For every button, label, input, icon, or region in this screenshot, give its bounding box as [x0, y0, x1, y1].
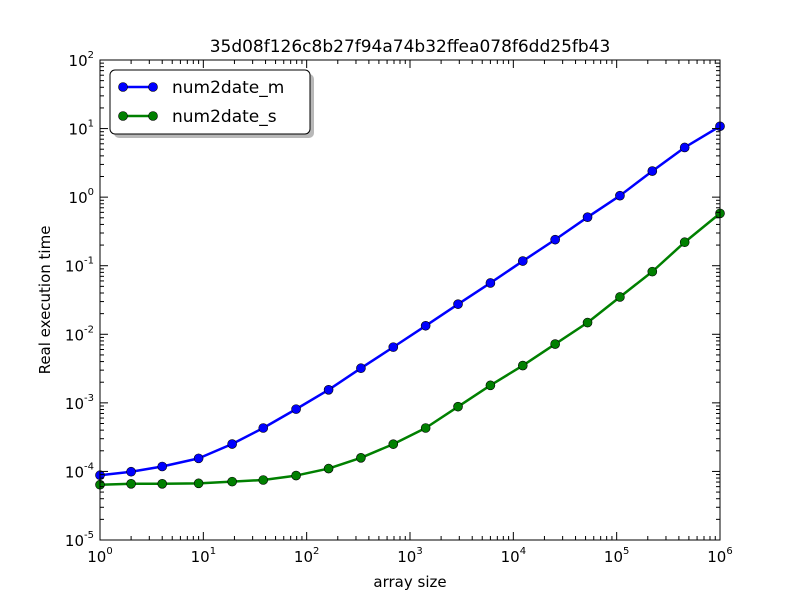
data-point-num2date_m	[485, 278, 496, 288]
x-tick-base: 10	[191, 548, 210, 566]
data-point-num2date_m	[126, 466, 136, 477]
y-tick-exponent: -3	[84, 393, 94, 404]
data-point-num2date_s	[356, 453, 366, 463]
x-tick-label: 102	[294, 546, 319, 566]
y-tick-exponent: -4	[84, 461, 94, 472]
data-point-num2date_m	[582, 212, 593, 222]
legend-marker-num2date_s	[148, 111, 158, 121]
y-tick-exponent: 0	[88, 187, 94, 198]
y-tick-label: 10-2	[65, 324, 94, 344]
x-tick-label: 105	[604, 546, 629, 566]
data-point-num2date_m	[356, 363, 366, 374]
data-point-num2date_m	[615, 190, 625, 201]
data-point-num2date_s	[679, 237, 690, 248]
data-point-num2date_s	[258, 475, 269, 485]
legend-marker-num2date_s	[118, 111, 128, 121]
y-tick-base: 10	[65, 258, 84, 276]
data-point-num2date_s	[420, 423, 431, 433]
data-point-num2date_m	[227, 439, 237, 449]
data-point-num2date_m	[453, 299, 463, 309]
y-tick-label: 10-1	[65, 256, 94, 276]
y-tick-label: 101	[69, 119, 94, 139]
series-line-num2date_m	[99, 125, 721, 477]
x-tick-base: 10	[707, 548, 726, 566]
data-point-num2date_m	[420, 320, 431, 331]
plot-marks	[95, 121, 725, 490]
data-point-num2date_m	[291, 404, 301, 414]
data-point-num2date_m	[157, 461, 168, 472]
y-tick-exponent: -5	[84, 530, 94, 541]
x-tick-exponent: 1	[210, 546, 216, 557]
y-axis-label: Real execution time	[36, 226, 54, 375]
data-point-num2date_s	[615, 292, 625, 302]
x-tick-label: 104	[501, 546, 526, 566]
legend-label-num2date_m: num2date_m	[172, 78, 284, 98]
data-point-num2date_s	[517, 360, 528, 371]
x-tick-label: 101	[191, 546, 216, 566]
x-tick-exponent: 2	[313, 546, 319, 557]
data-point-num2date_s	[193, 478, 204, 489]
data-point-num2date_m	[258, 423, 269, 433]
x-tick-exponent: 6	[726, 546, 732, 557]
series-line-num2date_s	[99, 212, 721, 486]
y-tick-label: 10-3	[65, 393, 94, 413]
y-tick-exponent: -1	[84, 256, 94, 267]
y-tick-exponent: 1	[88, 119, 94, 130]
x-tick-exponent: 3	[416, 546, 422, 557]
x-tick-exponent: 4	[520, 546, 526, 557]
data-point-num2date_s	[647, 266, 658, 277]
x-tick-label: 103	[397, 546, 422, 566]
x-tick-base: 10	[397, 548, 416, 566]
data-point-num2date_m	[517, 256, 528, 266]
data-point-num2date_m	[647, 166, 658, 176]
chart-title: 35d08f126c8b27f94a74b32ffea078f6dd25fb43	[210, 37, 611, 57]
y-tick-base: 10	[65, 326, 84, 344]
x-tick-base: 10	[87, 548, 106, 566]
y-tick-base: 10	[69, 121, 88, 139]
data-point-num2date_m	[323, 385, 334, 395]
y-tick-exponent: 2	[88, 50, 94, 61]
legend-marker-num2date_m	[148, 82, 158, 92]
x-axis-label: array size	[373, 573, 446, 591]
x-axis: 100 101 102 103 104 105 106	[87, 60, 733, 566]
y-tick-base: 10	[65, 463, 84, 481]
data-point-num2date_s	[227, 476, 237, 487]
legend-marker-num2date_m	[118, 82, 128, 92]
data-point-num2date_s	[485, 380, 496, 391]
y-tick-label: 100	[69, 187, 94, 207]
legend-box	[109, 69, 311, 135]
data-point-num2date_s	[550, 339, 560, 349]
legend-label-num2date_s: num2date_s	[172, 107, 277, 127]
x-tick-exponent: 0	[106, 546, 112, 557]
y-tick-base: 10	[69, 52, 88, 70]
y-tick-base: 10	[69, 189, 88, 207]
x-tick-base: 10	[294, 548, 313, 566]
data-point-num2date_m	[193, 453, 204, 464]
data-point-num2date_s	[157, 479, 168, 489]
legend: num2date_m num2date_s	[109, 69, 314, 138]
x-tick-base: 10	[501, 548, 520, 566]
data-point-num2date_m	[388, 342, 399, 352]
data-point-num2date_s	[291, 470, 301, 481]
data-point-num2date_s	[582, 317, 593, 328]
y-tick-label: 10-4	[65, 461, 94, 481]
x-tick-label: 106	[707, 546, 732, 566]
x-tick-exponent: 5	[623, 546, 629, 557]
data-point-num2date_s	[323, 463, 334, 474]
y-tick-label: 102	[69, 50, 94, 70]
data-point-num2date_s	[126, 479, 136, 489]
data-point-num2date_s	[388, 439, 399, 449]
y-tick-base: 10	[65, 532, 84, 550]
x-tick-label: 100	[87, 546, 112, 566]
x-tick-base: 10	[604, 548, 623, 566]
y-tick-label: 10-5	[65, 530, 94, 550]
y-tick-base: 10	[65, 395, 84, 413]
data-point-num2date_s	[453, 401, 463, 412]
y-tick-exponent: -2	[84, 324, 94, 335]
data-point-num2date_m	[679, 142, 690, 153]
data-point-num2date_m	[550, 234, 560, 245]
